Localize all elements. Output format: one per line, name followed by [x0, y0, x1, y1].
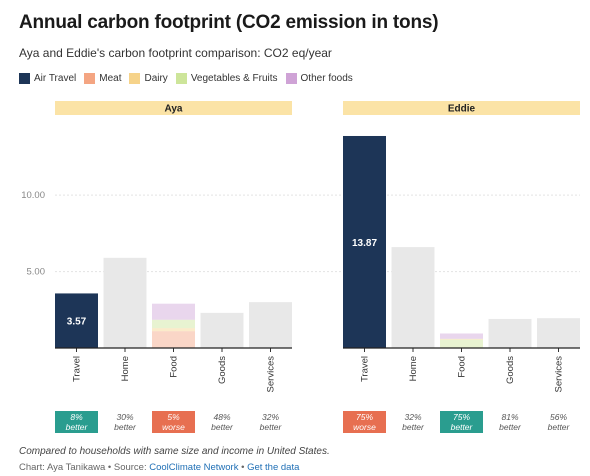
comparison-word: better: [402, 422, 425, 432]
legend-label-dairy: Dairy: [144, 73, 168, 84]
x-tick-label: Services: [266, 356, 277, 393]
comparison-percent: 5%: [167, 412, 180, 422]
comparison-percent: 32%: [404, 412, 421, 422]
legend-item-vegetables-fruits: Vegetables & Fruits: [175, 73, 278, 84]
x-tick-label: Home: [408, 356, 419, 381]
legend-label-meat: Meat: [99, 73, 122, 84]
comparison-word: better: [451, 422, 474, 432]
bar-aya-services[interactable]: [249, 302, 292, 348]
comparison-percent: 75%: [356, 412, 373, 422]
bar-aya-food[interactable]: [152, 319, 195, 329]
x-tick-label: Travel: [72, 356, 83, 382]
comparison-percent: 30%: [116, 412, 133, 422]
legend-item-other-foods: Other foods: [285, 73, 353, 84]
x-tick-label: Goods: [217, 356, 228, 384]
bar-aya-food[interactable]: [152, 303, 195, 320]
comparison-word: better: [211, 422, 234, 432]
bar-aya-food[interactable]: [152, 328, 195, 332]
bar-aya-goods[interactable]: [200, 312, 244, 348]
credits-prefix: Chart: Aya Tanikawa • Source:: [19, 462, 150, 473]
bar-eddie-goods[interactable]: [488, 318, 532, 348]
x-tick-label: Food: [169, 356, 180, 378]
bar-eddie-home[interactable]: [391, 247, 435, 348]
comparison-badge: [440, 411, 483, 433]
legend-swatch-other-foods: [285, 73, 297, 84]
panel-title-eddie: Eddie: [448, 104, 476, 115]
comparison-word: better: [66, 422, 89, 432]
bar-aya-home[interactable]: [103, 257, 147, 348]
source-link[interactable]: CoolClimate Network: [149, 462, 239, 473]
bar-value-label: 13.87: [352, 238, 377, 249]
comparison-percent: 32%: [262, 412, 279, 422]
panel-header-eddie: [343, 101, 580, 115]
bar-aya-travel[interactable]: [55, 293, 98, 348]
get-data-link[interactable]: Get the data: [247, 462, 300, 473]
bar-eddie-services[interactable]: [537, 318, 580, 348]
comparison-percent: 48%: [213, 412, 230, 422]
y-tick-label: 10.00: [21, 190, 45, 201]
chart-plot: 5.0010.00Aya3.57Travel8%betterHome30%bet…: [21, 101, 580, 433]
x-tick-label: Goods: [505, 356, 516, 384]
legend-swatch-air-travel: [19, 73, 30, 84]
comparison-percent: 56%: [550, 412, 567, 422]
comparison-word: better: [114, 422, 137, 432]
bar-eddie-food[interactable]: [440, 338, 483, 340]
comparison-badge: [152, 411, 195, 433]
bar-value-label: 3.57: [67, 317, 87, 328]
comparison-badge: [343, 411, 386, 433]
y-tick-label: 5.00: [27, 267, 46, 278]
legend-item-meat: Meat: [84, 73, 121, 84]
legend-item-dairy: Dairy: [129, 73, 168, 84]
bar-eddie-food[interactable]: [440, 339, 483, 348]
footnote: Compared to households with same size an…: [19, 446, 330, 457]
comparison-word: better: [499, 422, 522, 432]
x-tick-label: Services: [554, 356, 565, 393]
legend-label-air-travel: Air Travel: [34, 73, 77, 84]
comparison-badge: [55, 411, 98, 433]
x-tick-label: Travel: [360, 356, 371, 382]
x-tick-label: Food: [457, 356, 468, 378]
chart-subtitle: Aya and Eddie's carbon footprint compari…: [19, 46, 332, 60]
legend-swatch-vegetables-fruits: [175, 73, 187, 84]
comparison-word: better: [260, 422, 283, 432]
comparison-percent: 8%: [70, 412, 83, 422]
bar-eddie-food[interactable]: [440, 333, 483, 339]
comparison-word: worse: [353, 422, 376, 432]
legend-item-air-travel: Air Travel: [19, 73, 76, 84]
credits-separator: •: [238, 462, 248, 473]
bar-aya-food[interactable]: [152, 331, 195, 348]
comparison-word: better: [548, 422, 571, 432]
comparison-percent: 81%: [501, 412, 518, 422]
panel-header-aya: [55, 101, 292, 115]
legend-swatch-meat: [84, 73, 96, 84]
x-tick-label: Home: [120, 356, 131, 381]
chart-title: Annual carbon footprint (CO2 emission in…: [19, 12, 439, 33]
legend-swatch-dairy: [129, 73, 141, 84]
legend: Air Travel Meat Dairy Vegetables & Fruit…: [19, 73, 361, 84]
comparison-word: worse: [162, 422, 185, 432]
legend-label-other-foods: Other foods: [300, 73, 353, 84]
credits: Chart: Aya Tanikawa • Source: CoolClimat…: [19, 462, 299, 473]
legend-label-vegetables-fruits: Vegetables & Fruits: [190, 73, 278, 84]
panel-title-aya: Aya: [165, 104, 183, 115]
comparison-percent: 75%: [453, 412, 470, 422]
bar-eddie-travel[interactable]: [343, 135, 386, 348]
